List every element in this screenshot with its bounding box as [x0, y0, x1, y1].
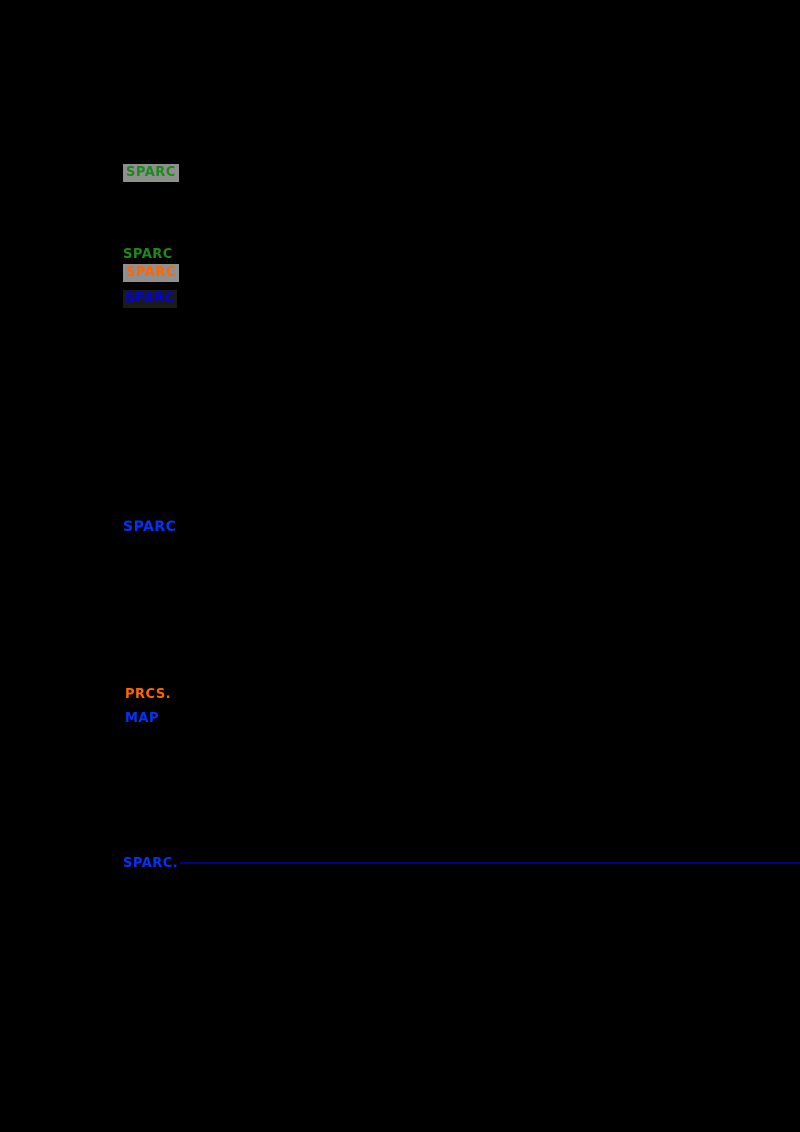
link-blue-4[interactable]: SPARC.	[123, 856, 179, 871]
link-highlighted-orange[interactable]: SPARC	[123, 264, 179, 282]
link-green[interactable]: SPARC	[123, 247, 173, 262]
horizontal-rule	[180, 862, 800, 864]
link-blue-3[interactable]: MAP	[125, 711, 160, 726]
link-orange[interactable]: PRCS.	[125, 687, 172, 702]
link-blue-2[interactable]: SPARC	[123, 519, 177, 535]
link-highlighted-green[interactable]: SPARC	[123, 164, 179, 182]
link-blue-1[interactable]: SPARC	[123, 290, 177, 308]
